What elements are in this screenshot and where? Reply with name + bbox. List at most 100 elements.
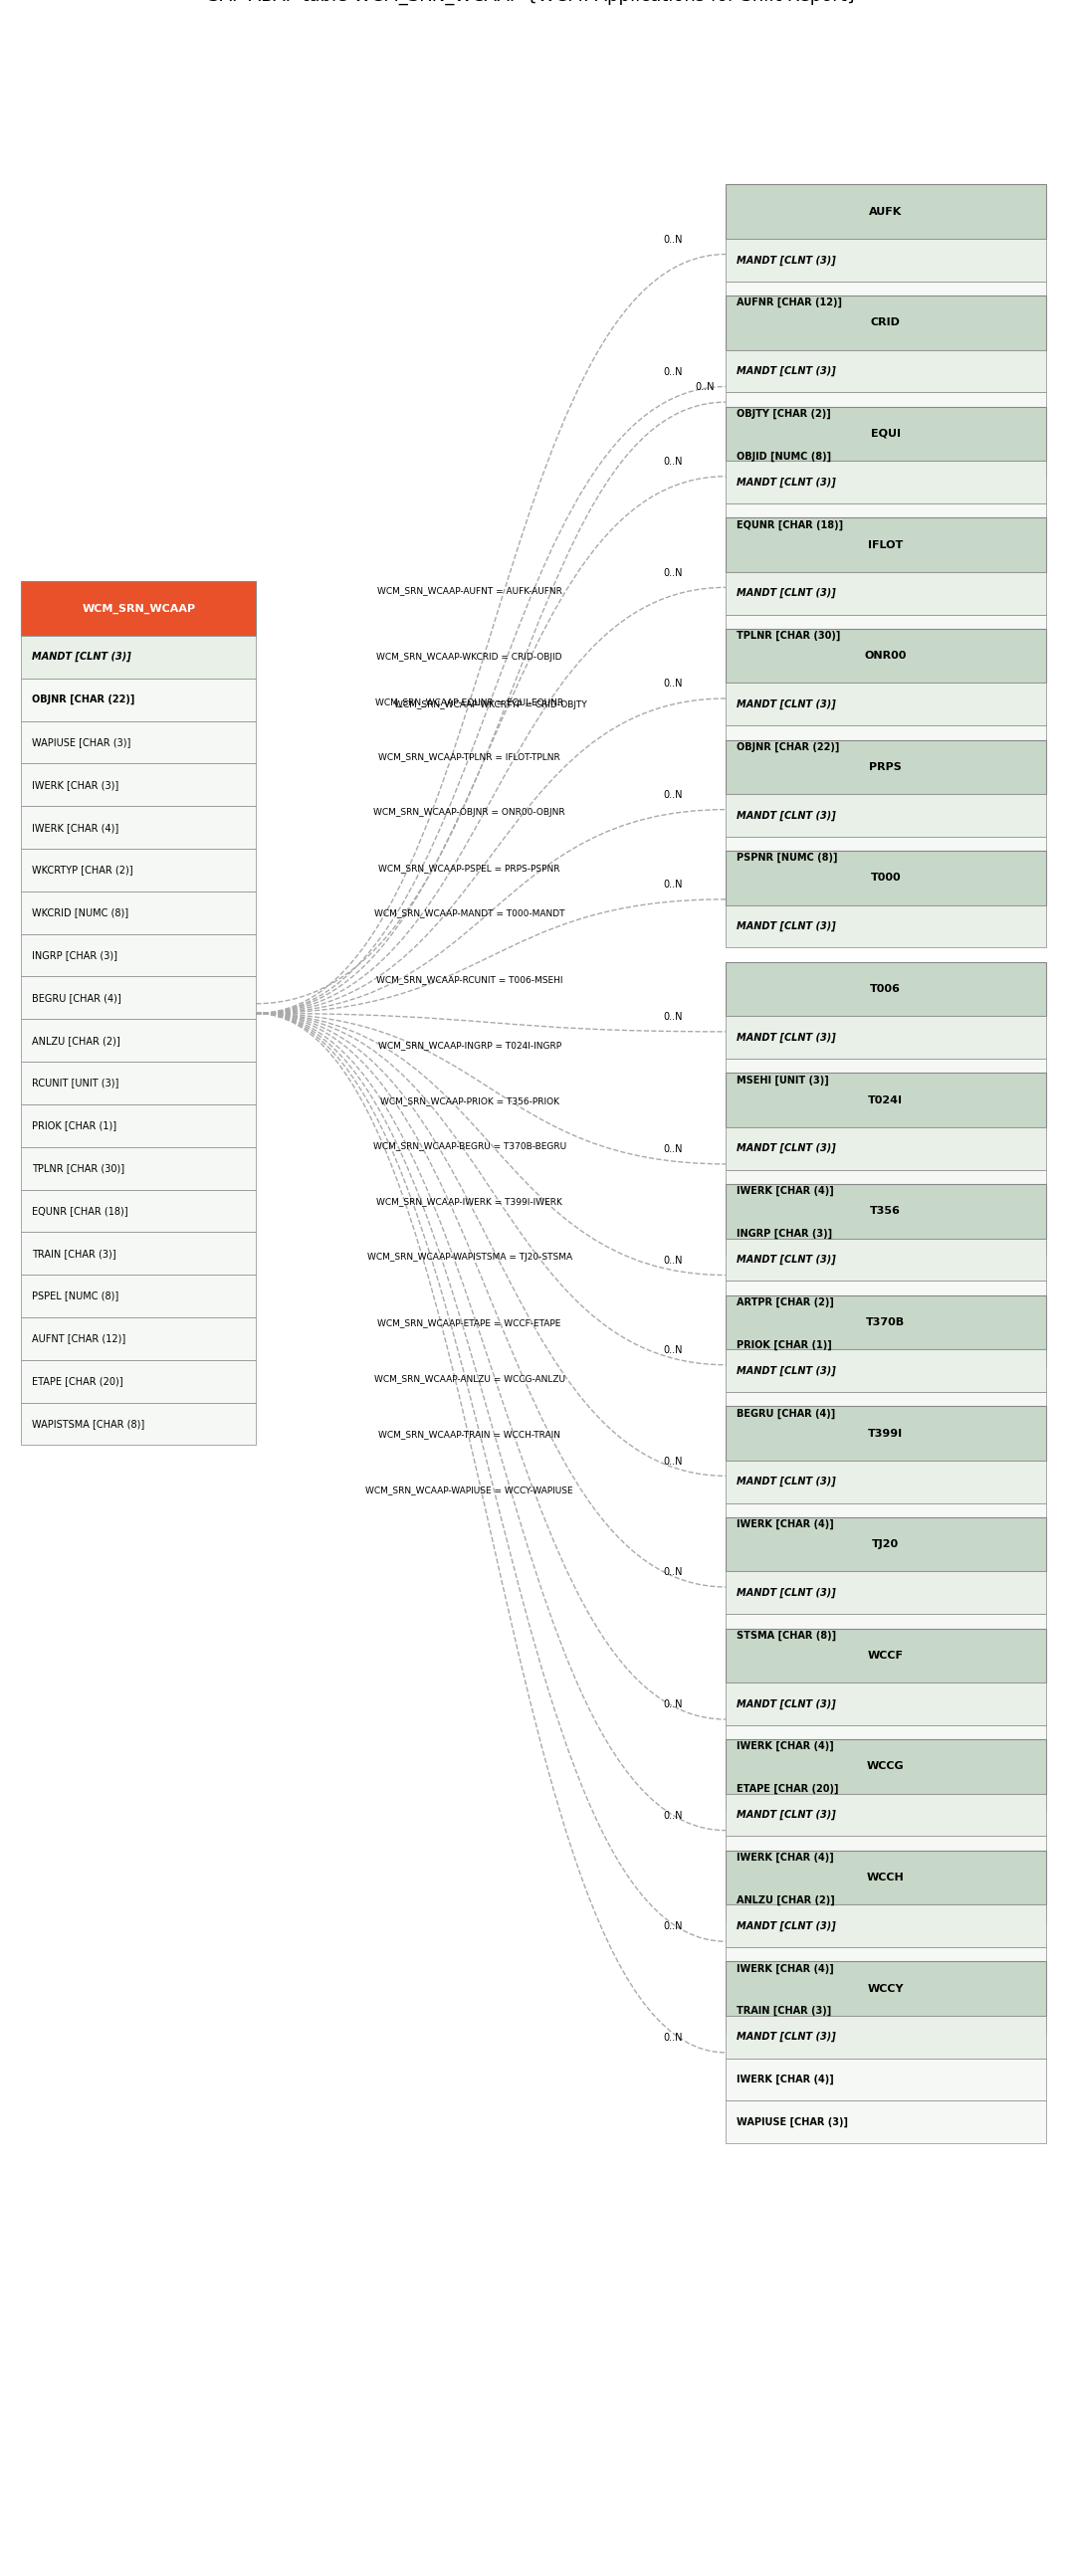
- Bar: [21, 1360, 256, 1401]
- Text: MANDT [CLNT (3)]: MANDT [CLNT (3)]: [736, 2032, 835, 2043]
- Text: T370B: T370B: [866, 1316, 905, 1327]
- Bar: [21, 1401, 256, 1445]
- Bar: [726, 1406, 1046, 1461]
- Bar: [726, 739, 1046, 793]
- Text: IWERK [CHAR (4)]: IWERK [CHAR (4)]: [32, 822, 118, 832]
- Text: EQUNR [CHAR (18)]: EQUNR [CHAR (18)]: [736, 520, 843, 531]
- Bar: [21, 935, 256, 976]
- Text: T024I: T024I: [869, 1095, 903, 1105]
- Bar: [726, 1571, 1046, 1615]
- Text: TJ20: TJ20: [872, 1540, 899, 1548]
- Text: TPLNR [CHAR (30)]: TPLNR [CHAR (30)]: [736, 631, 840, 641]
- Text: IWERK [CHAR (4)]: IWERK [CHAR (4)]: [736, 1185, 833, 1195]
- Text: WCM_SRN_WCAAP-AUFNT = AUFK-AUFNR: WCM_SRN_WCAAP-AUFNT = AUFK-AUFNR: [377, 587, 562, 595]
- Bar: [726, 1793, 1046, 1837]
- Text: PRPS: PRPS: [870, 762, 902, 773]
- Bar: [726, 2102, 1046, 2143]
- Text: IWERK [CHAR (4)]: IWERK [CHAR (4)]: [736, 1963, 833, 1973]
- Text: 0..N: 0..N: [664, 878, 683, 889]
- Text: 0..N: 0..N: [664, 567, 683, 577]
- Bar: [726, 1767, 1046, 1811]
- Text: IWERK [CHAR (4)]: IWERK [CHAR (4)]: [736, 1520, 833, 1530]
- Bar: [726, 350, 1046, 392]
- Bar: [726, 240, 1046, 281]
- Bar: [21, 762, 256, 806]
- Text: WCM_SRN_WCAAP: WCM_SRN_WCAAP: [82, 603, 195, 613]
- Bar: [726, 1502, 1046, 1546]
- Bar: [726, 1296, 1046, 1350]
- Bar: [726, 683, 1046, 726]
- Bar: [726, 461, 1046, 502]
- Bar: [726, 1280, 1046, 1324]
- Bar: [21, 1105, 256, 1146]
- Text: MANDT [CLNT (3)]: MANDT [CLNT (3)]: [736, 1922, 835, 1932]
- Text: T000: T000: [871, 873, 901, 884]
- Text: MANDT [CLNT (3)]: MANDT [CLNT (3)]: [736, 811, 835, 822]
- Text: MANDT [CLNT (3)]: MANDT [CLNT (3)]: [736, 1365, 835, 1376]
- Text: WCM_SRN_WCAAP-WAPISTSMA = TJ20-STSMA: WCM_SRN_WCAAP-WAPISTSMA = TJ20-STSMA: [367, 1252, 572, 1262]
- Text: IWERK [CHAR (3)]: IWERK [CHAR (3)]: [32, 781, 118, 791]
- Text: TRAIN [CHAR (3)]: TRAIN [CHAR (3)]: [32, 1249, 116, 1260]
- Bar: [726, 296, 1046, 350]
- Text: MANDT [CLNT (3)]: MANDT [CLNT (3)]: [736, 1476, 835, 1486]
- Bar: [726, 2014, 1046, 2058]
- Bar: [21, 1275, 256, 1316]
- Text: SAP ABAP table WCM_SRN_WCAAP {WCM: Applications for Shift Report}: SAP ABAP table WCM_SRN_WCAAP {WCM: Appli…: [208, 0, 859, 5]
- Text: WCCF: WCCF: [867, 1651, 904, 1662]
- Text: INGRP [CHAR (3)]: INGRP [CHAR (3)]: [736, 1229, 832, 1239]
- Text: WCM_SRN_WCAAP-TPLNR = IFLOT-TPLNR: WCM_SRN_WCAAP-TPLNR = IFLOT-TPLNR: [379, 752, 560, 762]
- Bar: [726, 518, 1046, 572]
- Bar: [21, 1146, 256, 1190]
- Text: 0..N: 0..N: [664, 2032, 683, 2043]
- Text: IFLOT: IFLOT: [869, 541, 903, 549]
- Text: WCCY: WCCY: [867, 1984, 904, 1994]
- Bar: [21, 1020, 256, 1061]
- Bar: [726, 793, 1046, 837]
- Bar: [726, 1726, 1046, 1767]
- Text: WCCH: WCCH: [866, 1873, 905, 1883]
- Text: 0..N: 0..N: [664, 680, 683, 688]
- Text: WCM_SRN_WCAAP-WAPIUSE = WCCY-WAPIUSE: WCM_SRN_WCAAP-WAPIUSE = WCCY-WAPIUSE: [366, 1486, 573, 1494]
- Bar: [726, 1960, 1046, 2014]
- Bar: [726, 502, 1046, 546]
- Text: MANDT [CLNT (3)]: MANDT [CLNT (3)]: [736, 1144, 835, 1154]
- Text: OBJID [NUMC (8)]: OBJID [NUMC (8)]: [736, 451, 831, 461]
- Text: 0..N: 0..N: [664, 791, 683, 801]
- Bar: [726, 1739, 1046, 1793]
- Text: WAPIUSE [CHAR (3)]: WAPIUSE [CHAR (3)]: [32, 737, 131, 747]
- Text: OBJNR [CHAR (22)]: OBJNR [CHAR (22)]: [32, 696, 134, 706]
- Bar: [726, 1213, 1046, 1255]
- Text: WCM_SRN_WCAAP-ETAPE = WCCF-ETAPE: WCM_SRN_WCAAP-ETAPE = WCCF-ETAPE: [378, 1319, 561, 1327]
- Bar: [726, 1170, 1046, 1213]
- Bar: [21, 1061, 256, 1105]
- Text: ETAPE [CHAR (20)]: ETAPE [CHAR (20)]: [736, 1785, 839, 1793]
- Bar: [726, 1185, 1046, 1239]
- Bar: [726, 850, 1046, 904]
- Bar: [726, 1015, 1046, 1059]
- Text: WAPIUSE [CHAR (3)]: WAPIUSE [CHAR (3)]: [736, 2117, 847, 2128]
- Text: WCM_SRN_WCAAP-RCUNIT = T006-MSEHI: WCM_SRN_WCAAP-RCUNIT = T006-MSEHI: [377, 974, 562, 984]
- Text: 0..N: 0..N: [664, 456, 683, 466]
- Text: ANLZU [CHAR (2)]: ANLZU [CHAR (2)]: [32, 1036, 121, 1046]
- Bar: [726, 392, 1046, 435]
- Text: EQUI: EQUI: [871, 428, 901, 438]
- Text: MANDT [CLNT (3)]: MANDT [CLNT (3)]: [736, 1698, 835, 1708]
- Text: 0..N: 0..N: [664, 1700, 683, 1710]
- Text: WCM_SRN_WCAAP-WKCRID = CRID-OBJID: WCM_SRN_WCAAP-WKCRID = CRID-OBJID: [377, 652, 562, 662]
- Text: WCM_SRN_WCAAP-TRAIN = WCCH-TRAIN: WCM_SRN_WCAAP-TRAIN = WCCH-TRAIN: [379, 1430, 560, 1437]
- Text: MANDT [CLNT (3)]: MANDT [CLNT (3)]: [736, 1255, 835, 1265]
- Bar: [726, 572, 1046, 616]
- Text: ARTPR [CHAR (2)]: ARTPR [CHAR (2)]: [736, 1298, 833, 1306]
- Text: WCM_SRN_WCAAP-MANDT = T000-MANDT: WCM_SRN_WCAAP-MANDT = T000-MANDT: [375, 909, 564, 917]
- Text: AUFNR [CHAR (12)]: AUFNR [CHAR (12)]: [736, 299, 842, 307]
- Bar: [726, 281, 1046, 325]
- Text: ANLZU [CHAR (2)]: ANLZU [CHAR (2)]: [736, 1896, 834, 1906]
- Text: PRIOK [CHAR (1)]: PRIOK [CHAR (1)]: [32, 1121, 116, 1131]
- Text: ETAPE [CHAR (20)]: ETAPE [CHAR (20)]: [32, 1376, 123, 1386]
- Bar: [726, 1517, 1046, 1571]
- Text: MANDT [CLNT (3)]: MANDT [CLNT (3)]: [736, 366, 835, 376]
- Bar: [21, 1190, 256, 1231]
- Bar: [726, 1391, 1046, 1435]
- Bar: [726, 1239, 1046, 1280]
- Text: 0..N: 0..N: [664, 1811, 683, 1821]
